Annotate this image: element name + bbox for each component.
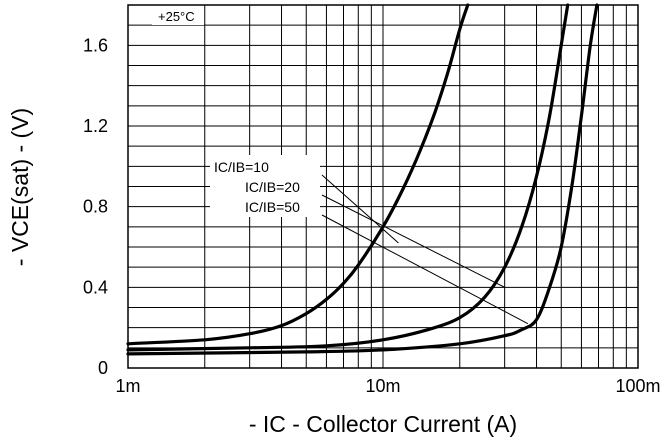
x-tick-label: 100m xyxy=(615,376,660,396)
legend-bg xyxy=(210,155,320,217)
y-tick-label: 1.6 xyxy=(83,35,108,55)
legend-label-ic-ib-50: IC/IB=50 xyxy=(245,199,300,215)
series-group xyxy=(126,3,599,356)
x-axis-title: - IC - Collector Current (A) xyxy=(249,411,517,437)
leader-line-3 xyxy=(321,214,529,325)
y-tick-labels: 0 0.4 0.8 1.2 1.6 xyxy=(83,35,108,378)
plot-frame xyxy=(127,4,639,369)
series-line-3 xyxy=(126,3,599,356)
y-tick-label: 0 xyxy=(98,358,108,378)
leader-line-2 xyxy=(321,194,505,288)
y-tick-label: 1.2 xyxy=(83,116,108,136)
temperature-annotation: +25°C xyxy=(158,9,195,24)
series-line-2 xyxy=(126,3,570,352)
leader-line-1 xyxy=(321,174,399,244)
legend-label-ic-ib-10: IC/IB=10 xyxy=(214,159,269,175)
y-tick-label: 0.8 xyxy=(83,197,108,217)
leader-lines xyxy=(321,174,529,325)
legend-label-ic-ib-20: IC/IB=20 xyxy=(245,179,300,195)
temperature-annotation-bg xyxy=(152,8,204,25)
series-line-1 xyxy=(126,3,470,346)
y-tick-label: 0.4 xyxy=(83,277,108,297)
grid xyxy=(128,5,638,368)
y-axis-title: - VCE(sat) - (V) xyxy=(7,108,33,266)
x-tick-label: 10m xyxy=(365,376,400,396)
x-tick-label: 1m xyxy=(115,376,140,396)
x-tick-labels: 1m 10m 100m xyxy=(115,376,660,396)
